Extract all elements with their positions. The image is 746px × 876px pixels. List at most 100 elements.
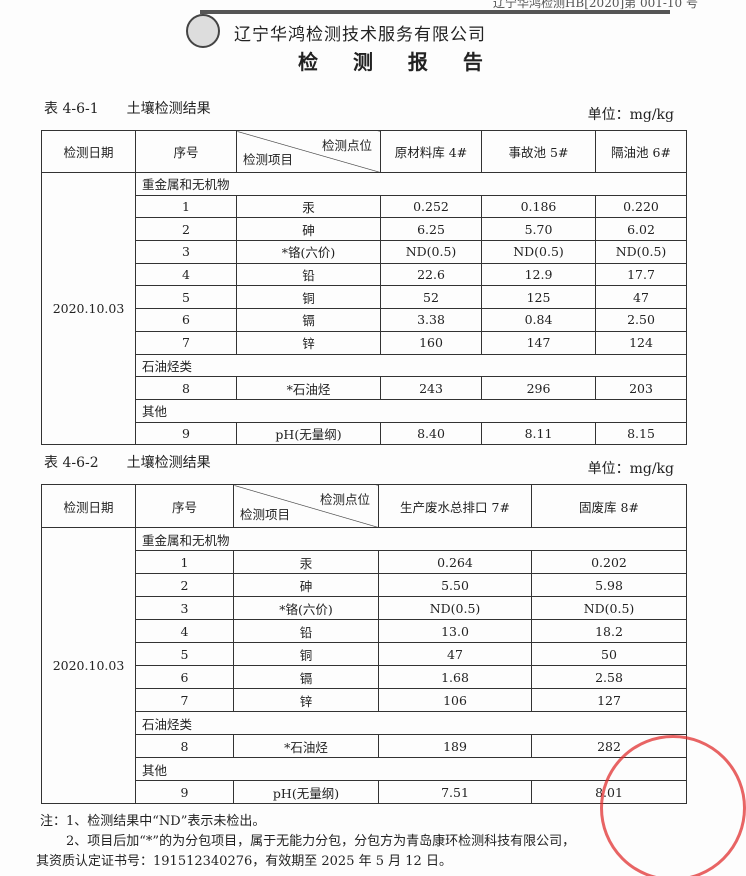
value-cell: 106 (378, 688, 532, 712)
category-label: 其他 (135, 398, 687, 423)
value-cell: 5.98 (531, 573, 687, 597)
table-row: 5 铜 52 125 47 (42, 285, 687, 310)
table-row: 3 *铬(六价) ND(0.5) ND(0.5) ND(0.5) (42, 240, 687, 264)
seq-cell: 4 (135, 262, 237, 287)
table-2-unit: 单位：mg/kg (587, 461, 674, 477)
table-2-caption: 表 4-6-2 土壤检测结果 (44, 455, 211, 471)
value-cell: 243 (380, 376, 482, 400)
header-seq: 序号 (135, 484, 234, 528)
item-cell: 锌 (233, 688, 379, 712)
note-2: 2、项目后加“*”的为分包项目，属于无能力分包，分包方为青岛康环检测科技有限公司… (40, 834, 576, 849)
value-cell: 296 (481, 376, 596, 400)
value-cell: 0.220 (595, 194, 687, 219)
table-1-caption: 表 4-6-1 土壤检测结果 (44, 101, 211, 117)
value-cell: 6.02 (595, 217, 687, 242)
item-cell: *铬(六价) (233, 596, 379, 620)
value-cell: ND(0.5) (380, 240, 482, 264)
value-cell: 189 (378, 734, 532, 758)
value-cell: 2.58 (531, 665, 687, 689)
value-cell: 5.70 (481, 217, 596, 242)
value-cell: 47 (595, 285, 687, 310)
item-cell: 铜 (236, 285, 381, 310)
category-label: 石油烃类 (135, 711, 687, 735)
category-row: 其他 (42, 398, 687, 423)
seq-cell: 7 (135, 330, 237, 355)
category-row: 2020.10.03 重金属和无机物 (41, 527, 687, 804)
seq-cell: 3 (135, 596, 234, 620)
item-cell: 锌 (236, 330, 381, 355)
value-cell: 8.15 (595, 421, 687, 446)
header-diagonal: 检测点位检测项目 (233, 484, 379, 528)
value-cell: 8.11 (481, 421, 596, 446)
seq-cell: 1 (135, 550, 234, 574)
table-row: 4 铅 22.6 12.9 17.7 (42, 262, 687, 287)
value-cell: ND(0.5) (595, 240, 687, 264)
soil-results-table-1: 检测日期 序号 检测点位 检测项目 原材料库 4# 事故池 5# 隔油池 6# 2020.10… (41, 130, 687, 446)
item-cell: pH(无量纲) (233, 780, 379, 804)
item-cell: *石油烃 (236, 376, 381, 400)
header-location: 事故池 5# (481, 130, 596, 173)
table-row: 2 砷 5.50 5.98 (42, 573, 687, 597)
company-name: 辽宁华鸿检测技术服务有限公司 (234, 25, 486, 45)
official-stamp (600, 735, 746, 876)
category-row: 2020.10.03 重金属和无机物 (41, 171, 687, 446)
seq-cell: 3 (135, 240, 237, 264)
seq-cell: 6 (135, 308, 237, 332)
value-cell: 0.84 (481, 308, 596, 332)
category-row: 其他 (42, 757, 687, 781)
document-number: 辽宁华鸿检测HB[2020]第 001-10 号 (492, 0, 698, 10)
value-cell: 0.264 (378, 550, 532, 574)
seq-cell: 1 (135, 194, 237, 219)
value-cell: 1.68 (378, 665, 532, 689)
report-title: 检 测 报 告 (298, 50, 497, 74)
table-row: 1 汞 0.264 0.202 (42, 550, 687, 574)
value-cell: 5.50 (378, 573, 532, 597)
note-3: 其资质认定证书号：191512340276，有效期至 2025 年 5 月 12… (36, 854, 452, 869)
category-label: 其他 (135, 757, 687, 781)
table-row: 2 砷 6.25 5.70 6.02 (42, 217, 687, 242)
header-diagonal: 检测点位检测项目 (236, 130, 381, 173)
value-cell: 52 (380, 285, 482, 310)
value-cell: ND(0.5) (531, 596, 687, 620)
company-logo-icon (186, 14, 220, 48)
value-cell: 6.25 (380, 217, 482, 242)
value-cell: 124 (595, 330, 687, 355)
item-cell: 砷 (236, 217, 381, 242)
header-item: 检测项目 (243, 152, 294, 167)
header-item: 检测项目 (240, 507, 291, 522)
note-1: 注：1、检测结果中“ND”表示未检出。 (40, 814, 266, 829)
header-seq: 序号 (135, 130, 237, 173)
header-date: 检测日期 (41, 130, 136, 173)
seq-cell: 2 (135, 217, 237, 242)
seq-cell: 9 (135, 780, 234, 804)
value-cell: 22.6 (380, 262, 482, 287)
value-cell: 8.40 (380, 421, 482, 446)
item-cell: *石油烃 (233, 734, 379, 758)
value-cell: 0.202 (531, 550, 687, 574)
table-row: 6 镉 3.38 0.84 2.50 (42, 308, 687, 332)
item-cell: pH(无量纲) (236, 421, 381, 446)
value-cell: 7.51 (378, 780, 532, 804)
item-cell: 汞 (236, 194, 381, 219)
header-point: 检测点位 (321, 138, 372, 153)
value-cell: 160 (380, 330, 482, 355)
seq-cell: 7 (135, 688, 234, 712)
header-divider (200, 10, 670, 14)
header-row: 检测日期 序号 检测点位 检测项目 生产废水总排口 7# 固废库 8# (41, 484, 687, 528)
table-row: 9 pH(无量纲) 8.40 8.11 8.15 (42, 421, 687, 446)
item-cell: 镉 (233, 665, 379, 689)
item-cell: *铬(六价) (236, 240, 381, 264)
category-row: 石油烃类 (42, 353, 687, 378)
item-cell: 铅 (236, 262, 381, 287)
seq-cell: 5 (135, 642, 234, 666)
notes: 注：1、检测结果中“ND”表示未检出。 2、项目后加“*”的为分包项目，属于无能… (36, 812, 576, 872)
header-location: 生产废水总排口 7# (378, 484, 532, 528)
soil-results-table-2: 检测日期 序号 检测点位 检测项目 生产废水总排口 7# 固废库 8# 2020.10.03… (41, 484, 687, 804)
category-label: 重金属和无机物 (135, 527, 687, 551)
value-cell: 18.2 (531, 619, 687, 643)
table-row: 8 *石油烃 189 282 (42, 734, 687, 758)
header-point: 检测点位 (319, 492, 370, 507)
value-cell: 17.7 (595, 262, 687, 287)
table-row: 4 铅 13.0 18.2 (42, 619, 687, 643)
